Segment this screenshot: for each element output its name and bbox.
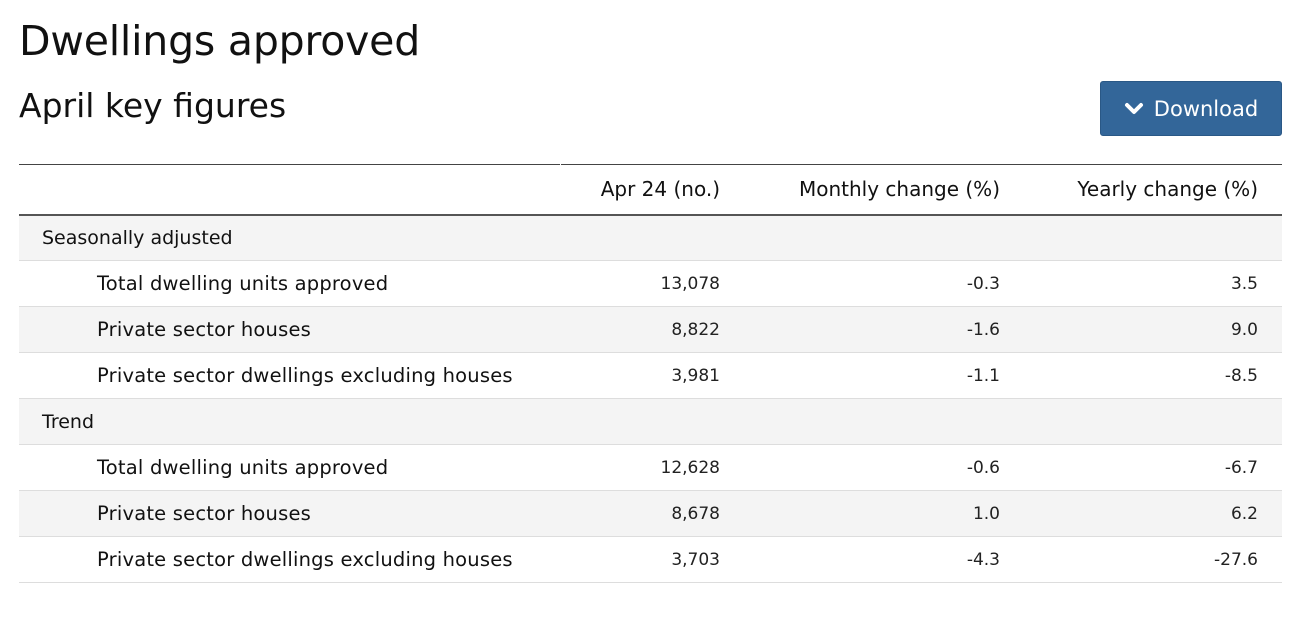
value-cell: 13,078 — [560, 260, 744, 307]
row-label: Private sector dwellings excluding house… — [19, 352, 560, 399]
monthly-change-cell: -4.3 — [744, 536, 1024, 583]
group-label: Trend — [19, 398, 1282, 445]
header-cell-monthly-change: Monthly change (%) — [744, 164, 1024, 216]
yearly-change-cell: 3.5 — [1024, 260, 1282, 307]
header-cell-label — [19, 164, 561, 216]
group-row: Trend — [19, 398, 1282, 445]
monthly-change-cell: 1.0 — [744, 490, 1024, 537]
table-row: Total dwelling units approved 13,078 -0.… — [19, 260, 1282, 307]
monthly-change-cell: -0.6 — [744, 444, 1024, 491]
table-header-row: Apr 24 (no.) Monthly change (%) Yearly c… — [19, 164, 1282, 216]
yearly-change-cell: 6.2 — [1024, 490, 1282, 537]
header-cell-yearly-change: Yearly change (%) — [1024, 164, 1282, 216]
row-label: Total dwelling units approved — [19, 260, 560, 307]
table-row: Private sector houses 8,678 1.0 6.2 — [19, 490, 1282, 537]
chevron-down-icon — [1124, 102, 1144, 116]
monthly-change-cell: -1.6 — [744, 306, 1024, 353]
monthly-change-cell: -0.3 — [744, 260, 1024, 307]
key-figures-table: Apr 24 (no.) Monthly change (%) Yearly c… — [19, 164, 1282, 583]
value-cell: 12,628 — [560, 444, 744, 491]
value-cell: 3,703 — [560, 536, 744, 583]
yearly-change-cell: 9.0 — [1024, 306, 1282, 353]
table-row: Private sector dwellings excluding house… — [19, 536, 1282, 583]
table-row: Private sector dwellings excluding house… — [19, 352, 1282, 399]
monthly-change-cell: -1.1 — [744, 352, 1024, 399]
value-cell: 8,678 — [560, 490, 744, 537]
page-title: Dwellings approved — [19, 17, 421, 65]
yearly-change-cell: -6.7 — [1024, 444, 1282, 491]
header-cell-value: Apr 24 (no.) — [560, 164, 744, 216]
table-row: Private sector houses 8,822 -1.6 9.0 — [19, 306, 1282, 353]
key-figures-table-container: Apr 24 (no.) Monthly change (%) Yearly c… — [19, 164, 1282, 583]
row-label: Private sector houses — [19, 306, 560, 353]
row-label: Private sector dwellings excluding house… — [19, 536, 560, 583]
yearly-change-cell: -8.5 — [1024, 352, 1282, 399]
table-row: Total dwelling units approved 12,628 -0.… — [19, 444, 1282, 491]
value-cell: 8,822 — [560, 306, 744, 353]
value-cell: 3,981 — [560, 352, 744, 399]
yearly-change-cell: -27.6 — [1024, 536, 1282, 583]
group-row: Seasonally adjusted — [19, 214, 1282, 261]
row-label: Total dwelling units approved — [19, 444, 560, 491]
download-button[interactable]: Download — [1100, 81, 1282, 136]
download-button-label: Download — [1153, 96, 1259, 121]
group-label: Seasonally adjusted — [19, 214, 1282, 261]
row-label: Private sector houses — [19, 490, 560, 537]
section-title: April key figures — [19, 86, 287, 125]
